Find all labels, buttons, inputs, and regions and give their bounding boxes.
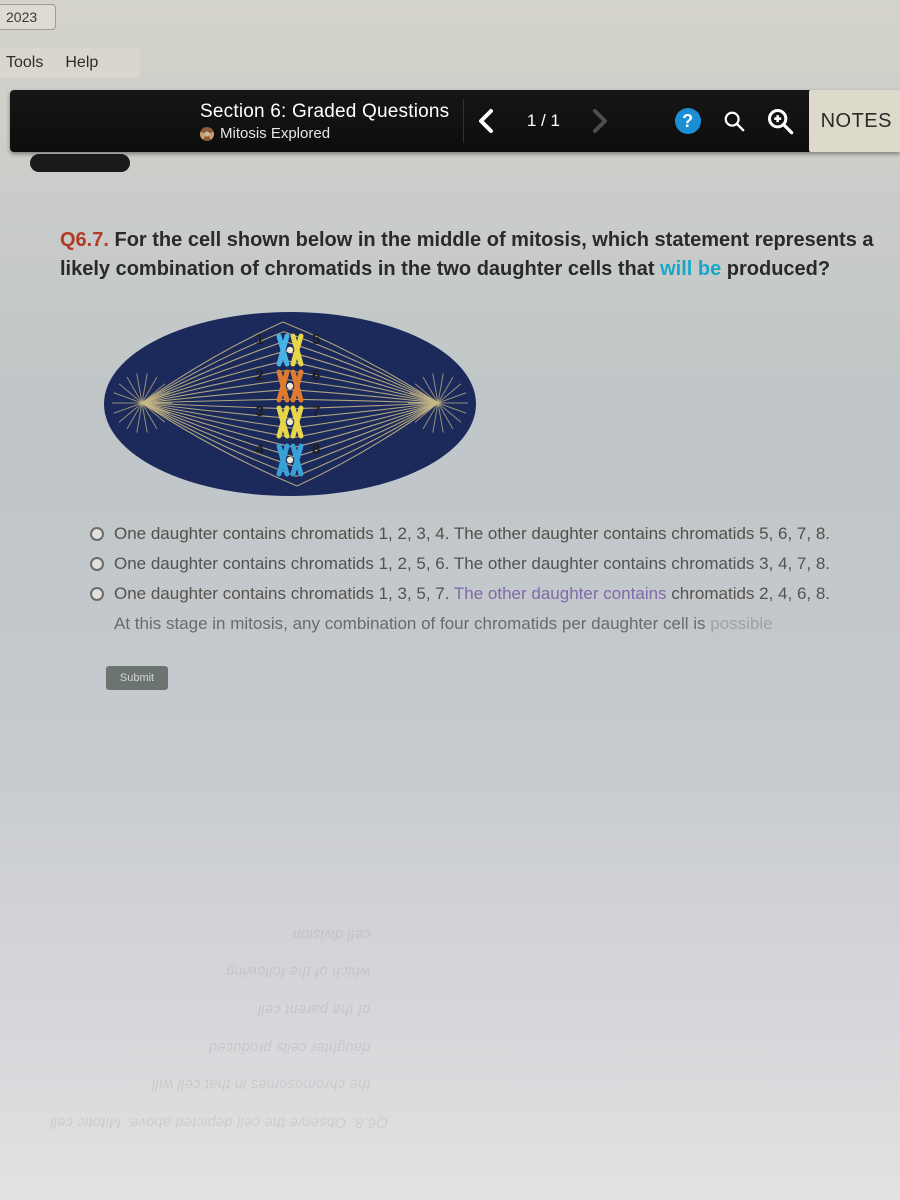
svg-text:8: 8 (312, 441, 320, 458)
menu-tools[interactable]: Tools (6, 54, 43, 72)
submit-button[interactable]: Submit (106, 666, 168, 690)
question-body-2: produced? (727, 258, 830, 280)
page-indicator: 1 / 1 (508, 111, 578, 131)
flower-icon (200, 127, 214, 141)
answer-options: One daughter contains chromatids 1, 2, 3… (90, 524, 860, 634)
option-a[interactable]: One daughter contains chromatids 1, 2, 3… (90, 524, 860, 544)
radio-icon (90, 587, 104, 601)
timeline-slider[interactable] (30, 154, 130, 172)
help-button[interactable]: ? (667, 100, 709, 142)
question-number: Q6.7. (60, 229, 109, 251)
svg-text:7: 7 (312, 403, 320, 420)
option-a-text: One daughter contains chromatids 1, 2, 3… (114, 524, 830, 544)
page-bleed-through: Q6.8. Observe the cell depicted above. M… (50, 914, 388, 1140)
option-c-text: One daughter contains chromatids 1, 3, 5… (114, 584, 830, 604)
radio-icon (90, 527, 104, 541)
header-titles: Section 6: Graded Questions Mitosis Expl… (10, 95, 463, 146)
option-c[interactable]: One daughter contains chromatids 1, 3, 5… (90, 584, 860, 604)
question-body-blue: will be (660, 258, 721, 280)
zoom-out-icon (723, 110, 745, 132)
option-b[interactable]: One daughter contains chromatids 1, 2, 5… (90, 554, 860, 574)
svg-text:1: 1 (256, 331, 264, 348)
help-icon: ? (675, 108, 701, 134)
svg-text:5: 5 (312, 331, 320, 348)
option-d-text: At this stage in mitosis, any combinatio… (114, 614, 773, 634)
next-button[interactable] (578, 99, 622, 143)
svg-text:3: 3 (256, 403, 264, 420)
zoom-out-button[interactable] (713, 100, 755, 142)
subtitle-row: Mitosis Explored (200, 125, 449, 142)
prev-button[interactable] (464, 99, 508, 143)
year-tab: 2023 (0, 4, 56, 30)
zoom-in-button[interactable] (759, 100, 801, 142)
section-title: Section 6: Graded Questions (200, 101, 449, 123)
option-d[interactable]: At this stage in mitosis, any combinatio… (90, 614, 860, 634)
svg-text:6: 6 (312, 367, 320, 384)
zoom-in-icon (766, 107, 794, 135)
app-menu-bar: Tools Help (0, 48, 140, 78)
menu-help[interactable]: Help (65, 54, 98, 72)
mitosis-diagram: 1 5 2 6 3 7 4 8 (100, 308, 480, 500)
chevron-left-icon (477, 108, 495, 134)
header-bar: Section 6: Graded Questions Mitosis Expl… (10, 90, 900, 152)
chevron-right-icon (591, 108, 609, 134)
radio-icon (90, 557, 104, 571)
notes-button[interactable]: NOTES (809, 90, 900, 152)
svg-text:4: 4 (256, 441, 265, 458)
svg-text:2: 2 (256, 367, 264, 384)
option-b-text: One daughter contains chromatids 1, 2, 5… (114, 554, 830, 574)
section-subtitle: Mitosis Explored (220, 125, 330, 142)
question-text: Q6.7. For the cell shown below in the mi… (60, 226, 880, 284)
